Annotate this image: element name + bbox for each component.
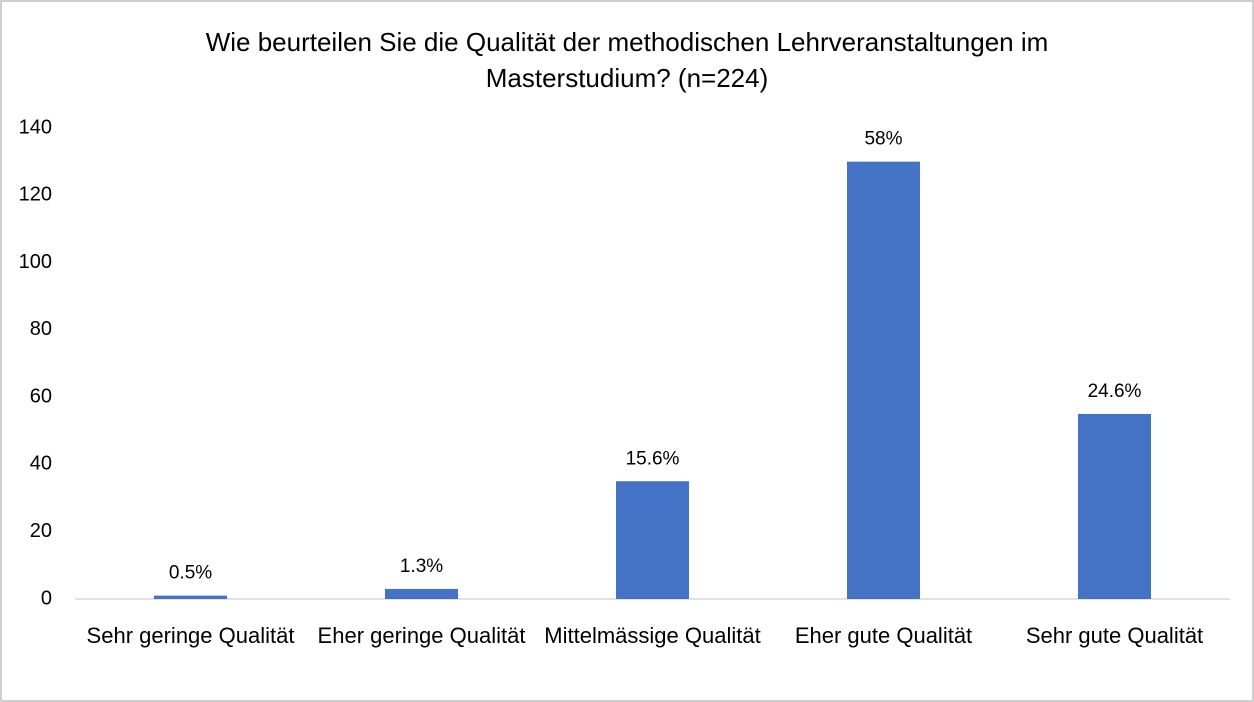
data-label: 1.3% (400, 556, 443, 577)
data-label: 58% (864, 129, 902, 150)
y-tick-label: 80 (30, 318, 52, 340)
bar (385, 588, 458, 599)
bar (154, 595, 227, 599)
y-tick-label: 60 (30, 385, 52, 407)
bar (1078, 413, 1151, 599)
y-tick-label: 120 (19, 184, 52, 206)
x-tick-label: Sehr geringe Qualität (86, 623, 295, 648)
data-label: 0.5% (169, 563, 212, 584)
x-tick-label: Mittelmässige Qualität (544, 623, 761, 648)
bar (847, 161, 920, 599)
bar (616, 481, 689, 599)
y-tick-label: 0 (41, 587, 52, 609)
data-label: 15.6% (626, 448, 680, 469)
x-tick-label: Sehr gute Qualität (1025, 623, 1204, 648)
y-tick-label: 100 (19, 251, 52, 273)
x-tick-label: Eher gute Qualität (794, 623, 973, 648)
y-tick-label: 20 (30, 520, 52, 542)
x-tick-label: Eher geringe Qualität (317, 623, 526, 648)
chart-title: Wie beurteilen Sie die Qualität der meth… (205, 27, 1049, 93)
y-tick-label: 40 (30, 453, 52, 475)
y-tick-label: 140 (19, 116, 52, 138)
data-label: 24.6% (1088, 381, 1142, 402)
